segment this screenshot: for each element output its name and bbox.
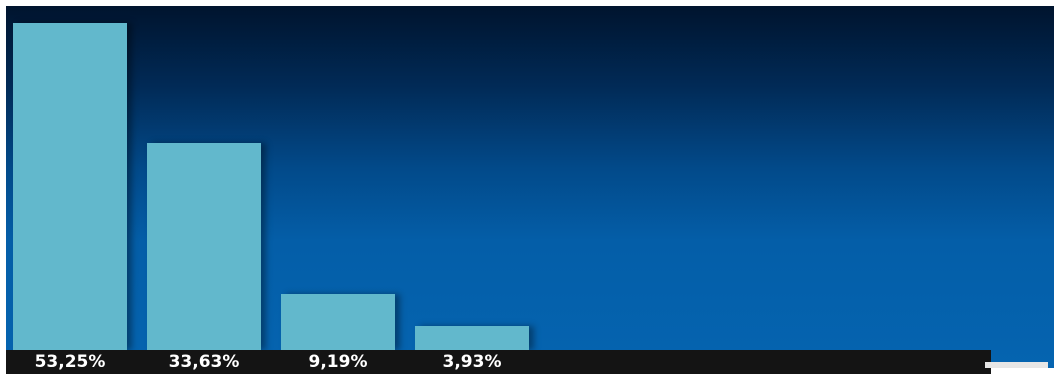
bar-4: [415, 326, 529, 350]
bar-3: [281, 294, 395, 350]
bar-value-label-4: 3,93%: [442, 352, 502, 372]
chart-bottom-edge: [985, 362, 1048, 368]
bar-value-label-1: 53,25%: [34, 352, 106, 372]
bar-container: [6, 6, 1054, 350]
bar-value-label-2: 33,63%: [168, 352, 240, 372]
bar-2: [147, 143, 261, 350]
value-label-strip: 53,25% 33,63% 9,19% 3,93%: [6, 350, 991, 374]
chart-plot-area: 53,25% 33,63% 9,19% 3,93%: [6, 6, 1054, 374]
bar-value-label-3: 9,19%: [308, 352, 368, 372]
bar-1: [13, 23, 127, 350]
